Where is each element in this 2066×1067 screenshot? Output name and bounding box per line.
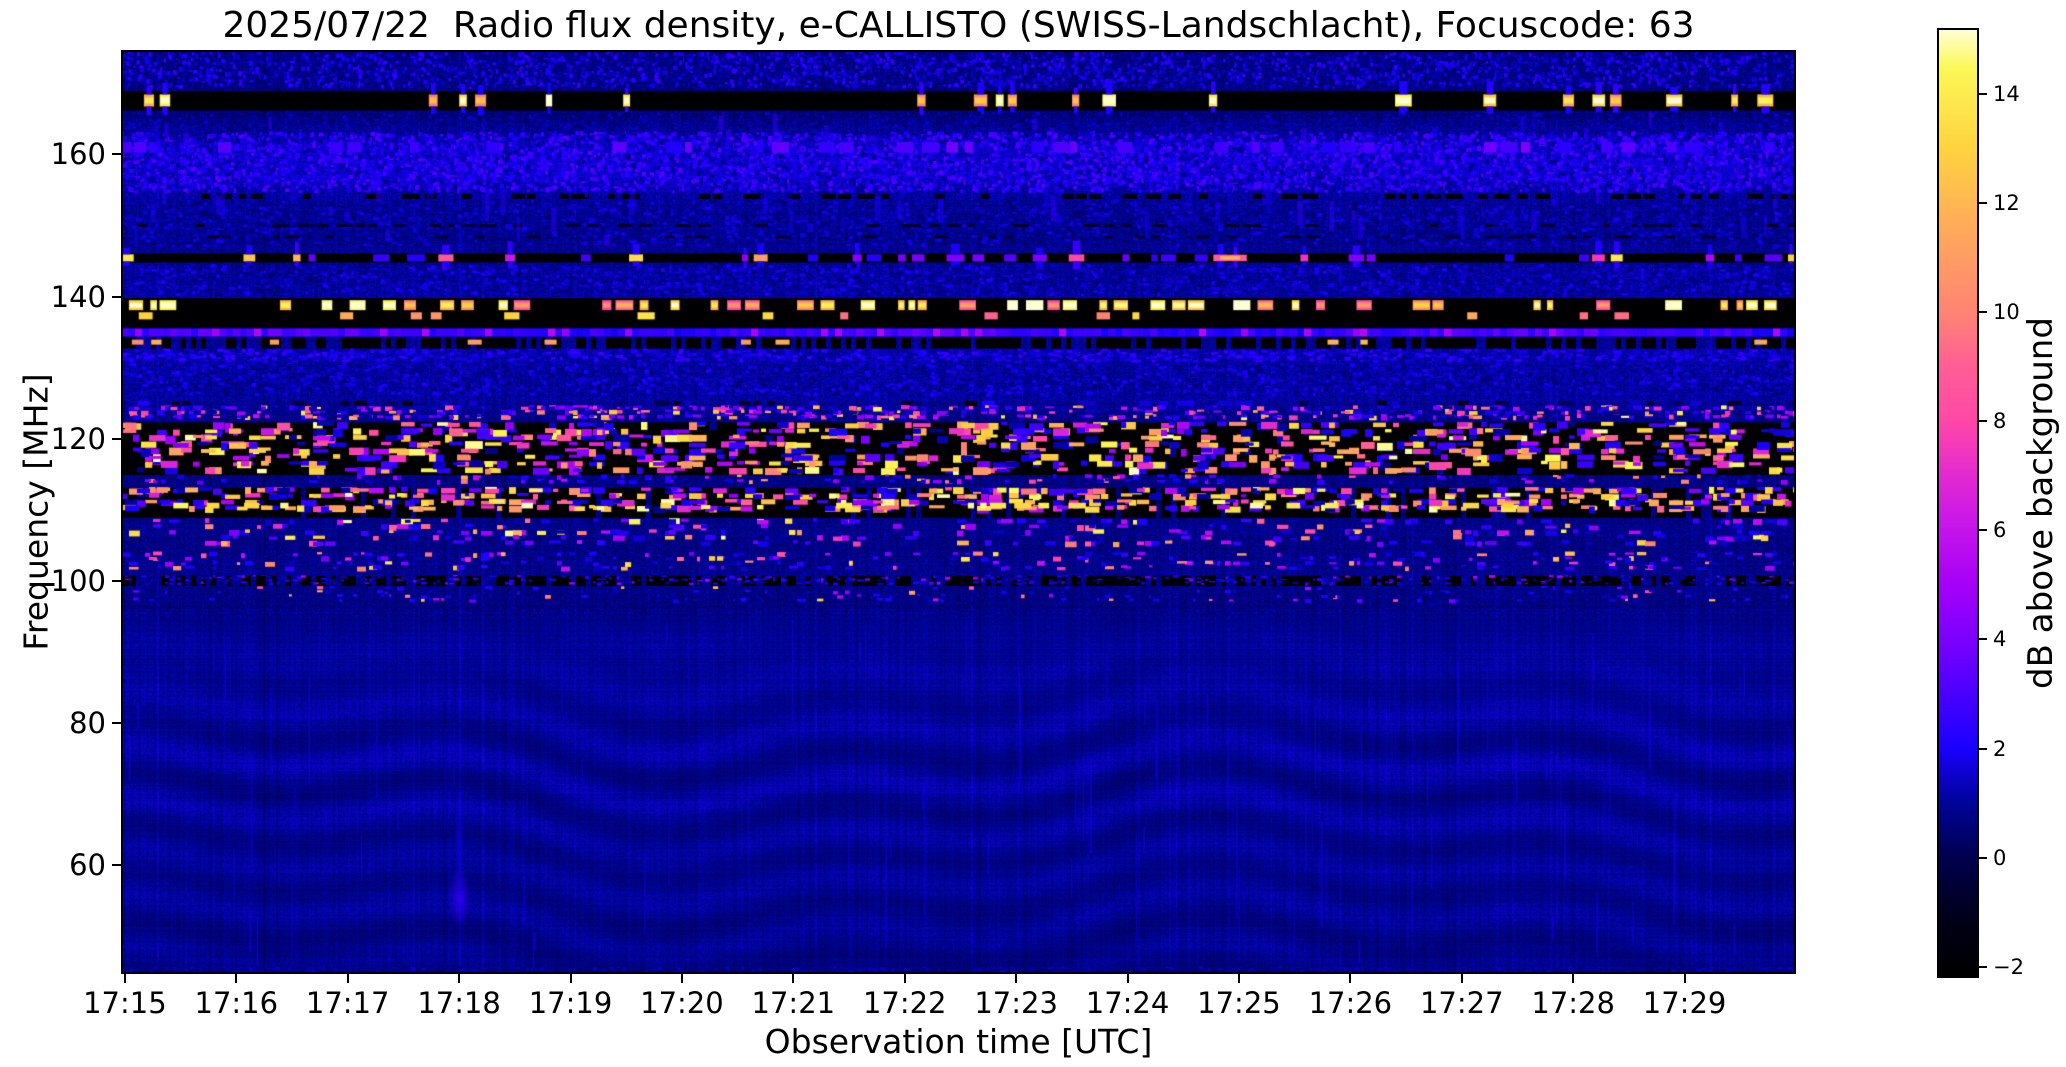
y-tick-label: 120: [50, 421, 106, 456]
colorbar-tick-label: 2: [1993, 736, 2007, 761]
colorbar-tick-label: 0: [1993, 845, 2007, 870]
x-tick-label: 17:17: [305, 986, 390, 1020]
x-tick-mark: [235, 974, 238, 983]
x-tick-mark: [792, 974, 795, 983]
colorbar-tick-label: 4: [1993, 627, 2007, 652]
x-tick-label: 17:18: [417, 986, 501, 1020]
x-tick-label: 17:16: [194, 986, 279, 1020]
colorbar-tick-mark: [1979, 201, 1987, 204]
y-tick-mark: [112, 437, 121, 440]
x-tick-mark: [903, 974, 906, 983]
colorbar-tick-mark: [1979, 966, 1987, 969]
y-tick-label: 60: [69, 848, 106, 883]
y-tick-mark: [112, 722, 121, 725]
y-axis-label: Frequency [MHz]: [16, 373, 56, 651]
x-tick-mark: [123, 974, 126, 983]
colorbar-tick-mark: [1979, 92, 1987, 95]
x-tick-mark: [569, 974, 572, 983]
x-tick-label: 17:19: [528, 986, 613, 1020]
y-tick-label: 100: [50, 563, 106, 598]
x-tick-label: 17:25: [1197, 986, 1281, 1020]
x-tick-label: 17:26: [1308, 986, 1393, 1020]
x-tick-mark: [346, 974, 349, 983]
colorbar-tick-mark: [1979, 310, 1987, 313]
colorbar-tick-label: 14: [1993, 81, 2020, 106]
y-tick-mark: [112, 153, 121, 156]
y-tick-mark: [112, 579, 121, 582]
colorbar-tick-label: 10: [1993, 299, 2020, 324]
spectrogram-canvas: [121, 50, 1796, 974]
x-tick-label: 17:23: [974, 986, 1058, 1020]
x-tick-label: 17:29: [1642, 986, 1727, 1020]
x-tick-mark: [680, 974, 683, 983]
colorbar-tick-label: 8: [1993, 409, 2007, 434]
y-tick-mark: [112, 295, 121, 298]
x-tick-mark: [1460, 974, 1463, 983]
x-tick-mark: [1349, 974, 1352, 983]
y-tick-label: 160: [50, 137, 106, 172]
colorbar-tick-mark: [1979, 856, 1987, 859]
y-tick-mark: [112, 864, 121, 867]
colorbar-tick-label: 12: [1993, 190, 2020, 215]
colorbar-tick-mark: [1979, 420, 1987, 423]
x-tick-mark: [1572, 974, 1575, 983]
colorbar-tick-mark: [1979, 529, 1987, 532]
x-tick-mark: [1683, 974, 1686, 983]
x-tick-mark: [1237, 974, 1240, 983]
colorbar-tick-mark: [1979, 747, 1987, 750]
colorbar-tick-label: −2: [1993, 955, 2024, 980]
y-tick-label: 80: [69, 706, 106, 741]
x-tick-mark: [458, 974, 461, 983]
x-tick-label: 17:15: [83, 986, 167, 1020]
y-tick-label: 140: [50, 279, 106, 314]
x-axis-label: Observation time [UTC]: [764, 1022, 1153, 1061]
colorbar: [1937, 28, 1979, 978]
x-tick-label: 17:20: [640, 986, 724, 1020]
x-tick-label: 17:27: [1419, 986, 1504, 1020]
x-tick-mark: [1126, 974, 1129, 983]
chart-title: 2025/07/22 Radio flux density, e-CALLIST…: [222, 5, 1695, 46]
x-tick-label: 17:22: [862, 986, 947, 1020]
x-tick-label: 17:24: [1085, 986, 1170, 1020]
x-tick-mark: [1015, 974, 1018, 983]
x-tick-label: 17:28: [1531, 986, 1615, 1020]
colorbar-tick-label: 6: [1993, 518, 2007, 543]
x-tick-label: 17:21: [751, 986, 836, 1020]
colorbar-tick-mark: [1979, 638, 1987, 641]
